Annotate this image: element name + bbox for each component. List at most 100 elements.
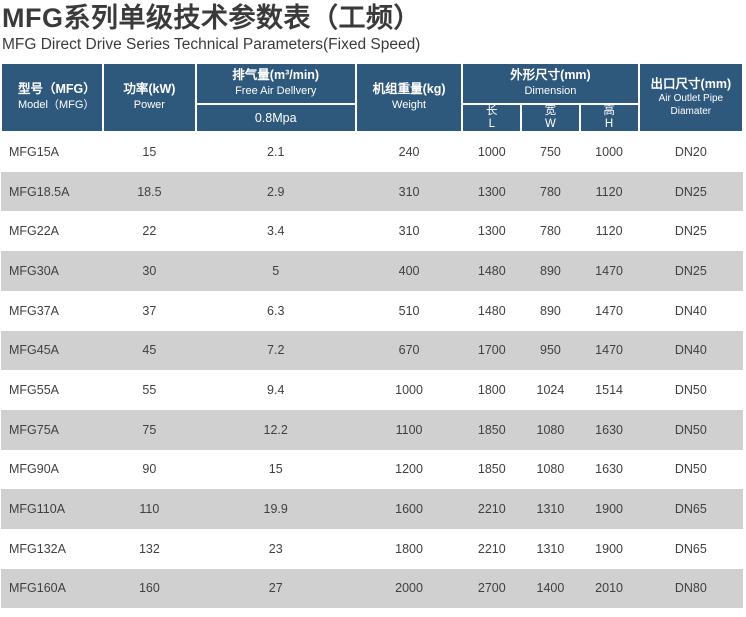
header-dim-l-en: L <box>488 117 495 130</box>
outlet-cell: DN40 <box>674 303 707 318</box>
power-cell: 55 <box>142 383 157 398</box>
dim-h-cell: 1900 <box>595 502 623 517</box>
table-row: MFG55A 55 9.4 1000 1800 1024 1514 DN50 <box>1 370 743 410</box>
header-fad-pressure: 0.8Mpa <box>194 102 357 134</box>
outlet-cell: DN40 <box>674 343 707 358</box>
model-cell: MFG75A <box>9 422 60 437</box>
weight-cell: 400 <box>398 263 420 278</box>
header-fad-cn: 排气量(m³/min) <box>232 67 320 82</box>
dim-h-cell: 1000 <box>595 145 623 160</box>
table-row: MFG45A 45 7.2 670 1700 950 1470 DN40 <box>1 330 743 371</box>
header-power: 功率(kW) Power <box>102 61 197 134</box>
header-outlet-cn: 出口尺寸(mm) <box>650 76 732 91</box>
model-cell: MFG90A <box>9 462 60 477</box>
outlet-cell: DN80 <box>674 581 707 596</box>
outlet-cell: DN65 <box>674 541 707 556</box>
dim-l-cell: 1300 <box>477 224 506 239</box>
header-dim-w-en: W <box>545 117 556 130</box>
table-row: MFG132A 132 23 1800 2210 1310 1900 DN65 <box>1 528 743 569</box>
header-outlet: 出口尺寸(mm) Air Outlet Pipe Diamater <box>637 61 745 134</box>
weight-cell: 510 <box>398 303 420 318</box>
fad-cell: 23 <box>268 541 283 556</box>
fad-cell: 19.9 <box>263 502 288 517</box>
table-row: MFG37A 37 6.3 510 1480 890 1470 DN40 <box>1 290 743 331</box>
table-row: MFG22A 22 3.4 310 1300 780 1120 DN25 <box>1 211 743 252</box>
fad-cell: 12.2 <box>263 422 288 437</box>
power-cell: 110 <box>139 502 160 517</box>
power-cell: 75 <box>142 422 157 437</box>
parameters-table: 型号（MFG） Model（MFG） 功率(kW) Power 排气量(m³/m… <box>0 61 745 609</box>
dim-l-cell: 1300 <box>477 184 506 199</box>
outlet-cell: DN25 <box>674 184 707 199</box>
outlet-cell: DN50 <box>674 422 707 437</box>
dim-l-cell: 1800 <box>477 383 506 398</box>
fad-cell: 9.4 <box>267 383 285 398</box>
dim-h-cell: 1514 <box>595 383 623 398</box>
header-dim-h-en: H <box>604 117 614 130</box>
dim-w-cell: 950 <box>540 343 561 358</box>
table-row: MFG90A 90 15 1200 1850 1080 1630 DN50 <box>1 449 743 490</box>
dim-w-cell: 890 <box>540 303 561 318</box>
power-cell: 160 <box>138 581 160 596</box>
model-cell: MFG18.5A <box>9 184 70 199</box>
dim-h-cell: 1630 <box>595 422 623 437</box>
table-header: 型号（MFG） Model（MFG） 功率(kW) Power 排气量(m³/m… <box>0 61 745 134</box>
outlet-cell: DN65 <box>674 502 707 517</box>
header-weight-cn: 机组重量(kg) <box>372 82 446 97</box>
outlet-cell: DN25 <box>674 224 707 239</box>
dim-w-cell: 890 <box>540 263 561 278</box>
model-cell: MFG110A <box>9 502 66 517</box>
dim-h-cell: 1470 <box>595 303 623 318</box>
power-cell: 22 <box>142 224 157 239</box>
outlet-cell: DN50 <box>674 462 707 477</box>
weight-cell: 670 <box>398 343 420 358</box>
header-dim-l-cn: 长 <box>486 104 498 117</box>
header-dim-h: 高 H <box>578 102 640 134</box>
model-cell: MFG160A <box>9 581 66 596</box>
dim-l-cell: 1000 <box>477 145 506 160</box>
header-model: 型号（MFG） Model（MFG） <box>0 61 105 134</box>
fad-cell: 5 <box>272 263 280 278</box>
table-row: MFG160A 160 27 2000 2700 1400 2010 DN80 <box>1 568 743 609</box>
header-model-en: Model（MFG） <box>18 98 95 111</box>
model-cell: MFG45A <box>9 343 60 358</box>
model-cell: MFG22A <box>9 224 60 239</box>
fad-cell: 6.3 <box>267 303 285 318</box>
model-cell: MFG55A <box>9 383 60 398</box>
power-cell: 90 <box>142 462 157 477</box>
power-cell: 30 <box>142 263 157 278</box>
page-subtitle: MFG Direct Drive Series Technical Parame… <box>2 36 421 54</box>
dim-l-cell: 1850 <box>477 422 506 437</box>
fad-cell: 7.2 <box>267 343 285 358</box>
header-outlet-en: Air Outlet Pipe Diamater <box>658 93 724 117</box>
header-dim-h-cn: 高 <box>603 104 615 117</box>
dim-h-cell: 1630 <box>595 462 623 477</box>
table-row: MFG110A 110 19.9 1600 2210 1310 1900 DN65 <box>1 489 743 529</box>
outlet-cell: DN50 <box>674 383 707 398</box>
header-fad-en: Free Air Dellvery <box>235 84 317 97</box>
header-model-cn: 型号（MFG） <box>18 82 96 97</box>
dim-w-cell: 780 <box>540 224 561 239</box>
dim-w-cell: 1310 <box>536 502 565 517</box>
weight-cell: 240 <box>398 145 420 160</box>
dim-w-cell: 1024 <box>536 383 565 398</box>
power-cell: 15 <box>142 145 157 160</box>
fad-cell: 3.4 <box>267 224 285 239</box>
power-cell: 37 <box>142 303 157 318</box>
fad-cell: 2.9 <box>267 184 285 199</box>
weight-cell: 1800 <box>395 541 423 556</box>
outlet-cell: DN25 <box>674 263 707 278</box>
dim-w-cell: 1080 <box>536 422 565 437</box>
header-dim-w-cn: 宽 <box>544 104 557 117</box>
model-cell: MFG132A <box>9 541 66 556</box>
dim-h-cell: 1120 <box>595 224 623 239</box>
weight-cell: 1100 <box>395 422 423 437</box>
table-row: MFG75A 75 12.2 1100 1850 1080 1630 DN50 <box>1 409 743 450</box>
outlet-cell: DN20 <box>674 145 707 160</box>
header-dim-l: 长 L <box>461 102 523 134</box>
header-weight-en: Weight <box>392 98 427 111</box>
power-cell: 132 <box>138 541 160 556</box>
header-dim-w: 宽 W <box>520 102 581 134</box>
header-weight: 机组重量(kg) Weight <box>354 61 464 134</box>
